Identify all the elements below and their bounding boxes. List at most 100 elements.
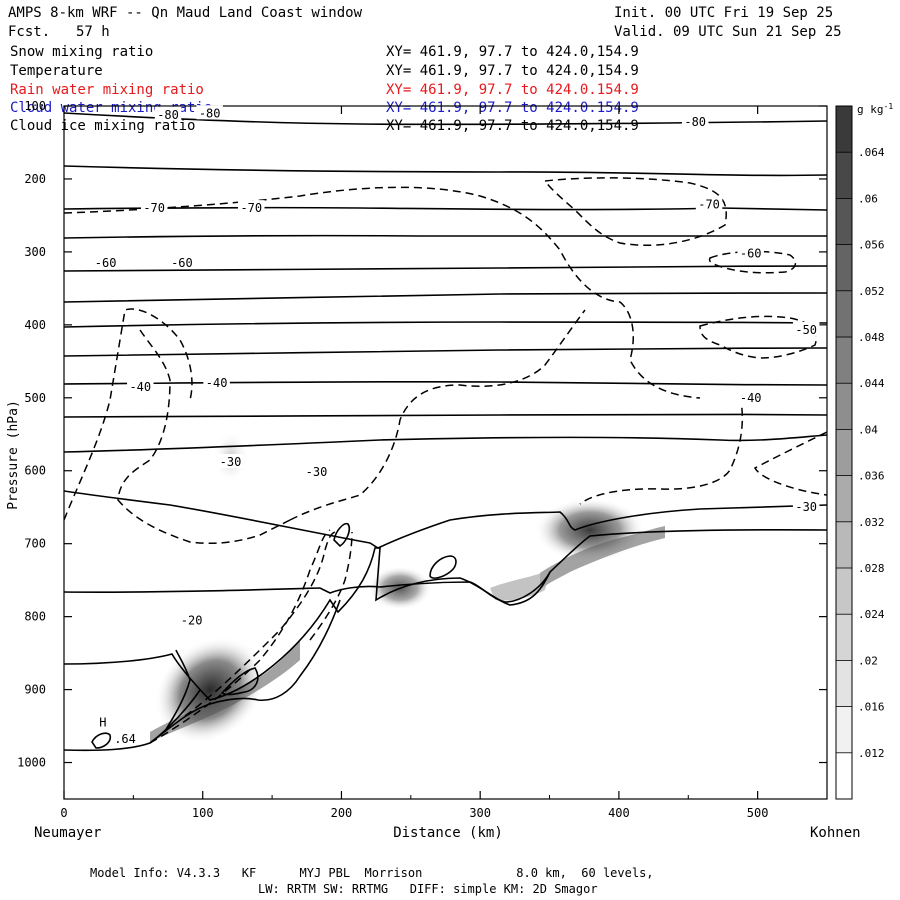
field-xy-temperature: XY= 461.9, 97.7 to 424.0,154.9 [386, 63, 639, 79]
isotherm-loop-2 [220, 667, 259, 696]
isotherm-10 [149, 599, 341, 744]
y-tick-label: 100 [24, 99, 46, 113]
colorbar: g kg-1 .012 .016 .02 .024 .028 .032 .036 .04 .04… [835, 102, 893, 800]
isotherm-60b [64, 292, 827, 303]
y-tick-label: 400 [24, 318, 46, 332]
y-tick-label: 300 [24, 245, 46, 259]
contour-label: -70 [240, 201, 262, 215]
isotherm-25 [64, 529, 827, 603]
colorbar-label: .02 [858, 654, 878, 667]
init-time: Init. 00 UTC Fri 19 Sep 25 [614, 5, 834, 21]
plot-frame [63, 105, 828, 800]
colorbar-bin [836, 337, 852, 384]
contour-label: -80 [684, 115, 706, 129]
y-tick-label: 500 [24, 391, 46, 405]
colorbar-frame [835, 105, 853, 800]
contour-label: -40 [740, 391, 762, 405]
x-endpoint-right: Kohnen [810, 825, 861, 841]
contour-label: -40 [129, 380, 151, 394]
x-axis-label: Distance (km) [393, 825, 503, 841]
contour-label-bg [140, 200, 168, 215]
contour-label-bg [92, 254, 119, 269]
colorbar-label: .024 [858, 608, 885, 621]
colorbar-bin [836, 198, 852, 245]
isotherm-loop-4 [333, 522, 351, 548]
contour-label-bg [217, 453, 244, 468]
y-axis-label: Pressure (hPa) [6, 400, 21, 510]
colorbar-label: .028 [858, 562, 885, 575]
field-xy-cloud-water: XY= 461.9, 97.7 to 424.0.154.9 [386, 100, 639, 116]
contour-label: -40 [206, 376, 228, 390]
colorbar-label: .044 [858, 377, 885, 390]
colorbar-label: .048 [858, 331, 885, 344]
colorbar-label: .052 [858, 285, 885, 298]
y-tick-label: 900 [24, 683, 46, 697]
ice-contour-middle [289, 309, 586, 521]
isotherm-15 [64, 689, 201, 752]
contour-label: -30 [795, 500, 817, 514]
isotherm-loop-1 [164, 649, 191, 732]
colorbar-bin [836, 614, 852, 661]
colorbar-bin [836, 752, 852, 799]
ice-contour-lower-band-3 [309, 531, 353, 641]
contour-label-bg [154, 106, 182, 121]
ice-contour-inner [117, 329, 291, 545]
colorbar-bin [836, 706, 852, 753]
y-tick-label: 1000 [17, 756, 46, 770]
contour-label-bg [196, 105, 223, 120]
x-tick-label: 500 [747, 806, 769, 820]
ice-contour-right-tail [579, 394, 744, 505]
isotherm-55 [64, 321, 827, 328]
field-xy-snow: XY= 461.9, 97.7 to 424.0,154.9 [386, 44, 639, 60]
colorbar-label: .04 [858, 423, 878, 436]
colorbar-unit: g kg-1 [857, 102, 893, 116]
colorbar-bin [836, 152, 852, 199]
contour-label-bg [695, 196, 723, 211]
isotherm-H-loop [91, 732, 112, 749]
isotherm-20 [64, 547, 551, 701]
forecast-value: 57 h [76, 24, 110, 40]
y-tick-label: 700 [24, 537, 46, 551]
colorbar-label: .056 [858, 239, 885, 252]
model-info-2: LW: RRTM SW: RRTMG DIFF: simple KM: 2D S… [258, 882, 598, 896]
ice-contour-right-lower [699, 315, 817, 359]
contour-label-bg [792, 321, 820, 336]
forecast-label: Fcst. [8, 24, 51, 40]
ice-contour-lower-band [149, 529, 331, 744]
colorbar-bin [836, 290, 852, 337]
colorbar-label: .012 [858, 747, 885, 760]
x-tick-label: 400 [608, 806, 630, 820]
y-tick-label: 200 [24, 172, 46, 186]
y-axis: 100 200 300 400 500 600 700 800 900 1000 [17, 99, 827, 770]
contour-label: -60 [171, 256, 193, 270]
colorbar-bin [836, 244, 852, 291]
isotherm-loop-3 [429, 555, 457, 579]
snow-max-1 [154, 636, 266, 744]
field-name-rain: Rain water mixing ratio [10, 82, 204, 98]
isotherm-40 [64, 413, 827, 418]
contour-label: -70 [698, 197, 720, 211]
colorbar-bin [836, 521, 852, 568]
colorbar-bin [836, 568, 852, 615]
ice-contour-left-lobe [64, 308, 193, 521]
isotherm-30 [64, 490, 827, 549]
isotherm-80-b [64, 165, 827, 177]
colorbar-bin [836, 383, 852, 430]
field-name-cloud-water: Cloud water mixing ratio [10, 100, 213, 116]
colorbar-bin [836, 660, 852, 707]
isotherm-70b [64, 234, 827, 239]
isotherm-45 [64, 380, 827, 386]
contour-label: -60 [740, 246, 762, 260]
contour-label: -70 [143, 201, 165, 215]
field-name-temperature: Temperature [10, 63, 103, 79]
colorbar-label: .06 [858, 192, 878, 205]
contour-label: -60 [95, 256, 117, 270]
contour-label: H [99, 715, 106, 729]
x-axis: 0 100 200 300 400 500 [60, 106, 768, 820]
colorbar-bin [836, 475, 852, 522]
colorbar-bin [836, 429, 852, 476]
colorbar-bin [836, 106, 852, 153]
x-tick-label: 200 [331, 806, 353, 820]
